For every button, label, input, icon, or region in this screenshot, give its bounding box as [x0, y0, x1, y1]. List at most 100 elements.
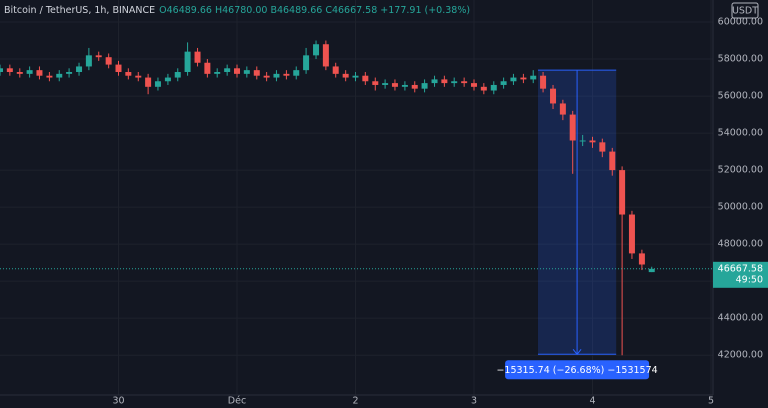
candle-body — [421, 83, 428, 89]
y-tick-label: 56000.00 — [718, 91, 763, 102]
candle-body — [253, 70, 260, 76]
currency-box[interactable] — [731, 2, 759, 19]
candle-body — [609, 151, 616, 171]
symbol: Bitcoin / TetherUS, 1h, BINANCE — [4, 5, 155, 16]
candle-body — [76, 66, 83, 73]
candle-body — [411, 84, 418, 89]
candle-body — [362, 75, 369, 82]
y-tick-label: 60000.00 — [718, 17, 763, 28]
candle-body — [273, 73, 280, 78]
candle-body — [105, 57, 112, 65]
plot-area — [0, 40, 713, 356]
candle-body — [401, 84, 408, 87]
x-tick-label: Déc — [228, 396, 246, 407]
candle-body — [470, 83, 477, 87]
candle-body — [520, 77, 527, 80]
candle-body — [628, 214, 635, 254]
candle-body — [184, 51, 191, 73]
candle-body — [194, 51, 201, 63]
candle-body — [559, 103, 566, 115]
candle-body — [530, 75, 537, 80]
measure-label-box — [505, 360, 650, 380]
candle-body — [648, 268, 655, 273]
currency: USDT — [732, 6, 758, 17]
last-price-tag — [713, 261, 768, 288]
y-tick-label: 48000.00 — [718, 239, 763, 250]
measure-label: −15315.74 (−26.68%) −1531574 — [496, 365, 657, 376]
candle-body — [95, 55, 102, 58]
candle-body — [283, 73, 290, 76]
candle-body — [490, 84, 497, 91]
ohlc-value: O46489.66 — [159, 5, 212, 16]
ohlc-value: B46489.66 — [270, 5, 322, 16]
y-tick-label: 44000.00 — [718, 313, 763, 324]
candle-body — [16, 72, 23, 74]
y-tick-label: 52000.00 — [718, 165, 763, 176]
last-price-label: 46667.58 — [718, 263, 763, 274]
candle-body — [540, 75, 547, 89]
x-tick-label: 30 — [112, 396, 124, 407]
candle-body — [342, 73, 349, 78]
candle-body — [500, 81, 507, 85]
candle-body — [352, 75, 359, 78]
candle-body — [638, 253, 645, 265]
candle-body — [619, 170, 626, 215]
candle-body — [164, 77, 171, 82]
candle-body — [56, 73, 63, 78]
y-tick-label: 58000.00 — [718, 54, 763, 65]
candle-body — [431, 79, 438, 84]
candle-body — [224, 68, 231, 73]
candle-body — [154, 81, 161, 87]
candle-body — [66, 72, 73, 74]
x-tick-label: 3 — [471, 396, 477, 407]
candle-body — [204, 62, 211, 74]
candle-body — [569, 114, 576, 141]
candle-body — [85, 55, 92, 67]
candle-body — [174, 72, 181, 78]
y-tick-label: 50000.00 — [718, 202, 763, 213]
countdown: 49:50 — [736, 274, 763, 285]
candle-body — [0, 68, 3, 73]
candle-body — [372, 81, 379, 85]
candle-body — [589, 140, 596, 143]
candle-body — [303, 55, 310, 71]
candle-body — [579, 140, 586, 142]
y-tick-label: 42000.00 — [718, 350, 763, 361]
candle-body — [243, 70, 250, 74]
candle-body — [441, 79, 448, 84]
candle-body — [382, 83, 389, 85]
candle-body — [510, 77, 517, 82]
candle-body — [322, 44, 329, 67]
candle-body — [599, 142, 606, 152]
candle-body — [233, 68, 240, 74]
candle-body — [145, 77, 152, 87]
candle-body — [36, 70, 43, 76]
y-tick-label: 54000.00 — [718, 128, 763, 139]
header: Bitcoin / TetherUS, 1h, BINANCE O46489.66… — [4, 5, 470, 16]
measure-arrowhead — [572, 348, 582, 356]
candle-body — [293, 70, 300, 76]
candle-body — [391, 83, 398, 87]
candle-body — [480, 86, 487, 91]
candle-body — [214, 72, 221, 74]
x-tick-label: 2 — [352, 396, 358, 407]
candle-body — [125, 72, 132, 76]
ohlc-value: +177.91 (+0.38%) — [380, 5, 470, 16]
candle-body — [332, 66, 339, 74]
ohlc-value: H46780.00 — [215, 5, 267, 16]
candle-body — [263, 75, 270, 78]
x-tick-label: 5 — [708, 396, 714, 407]
candle-body — [461, 81, 468, 84]
candle-body — [26, 70, 33, 74]
candle-body — [550, 88, 557, 104]
candle-body — [115, 64, 122, 73]
x-tick-label: 4 — [589, 396, 595, 407]
candle-body — [46, 75, 53, 78]
candle-body — [451, 81, 458, 84]
candle-body — [6, 68, 13, 73]
ohlc-value: C46667.58 — [325, 5, 377, 16]
candle-body — [313, 44, 320, 56]
candle-body — [135, 75, 142, 78]
